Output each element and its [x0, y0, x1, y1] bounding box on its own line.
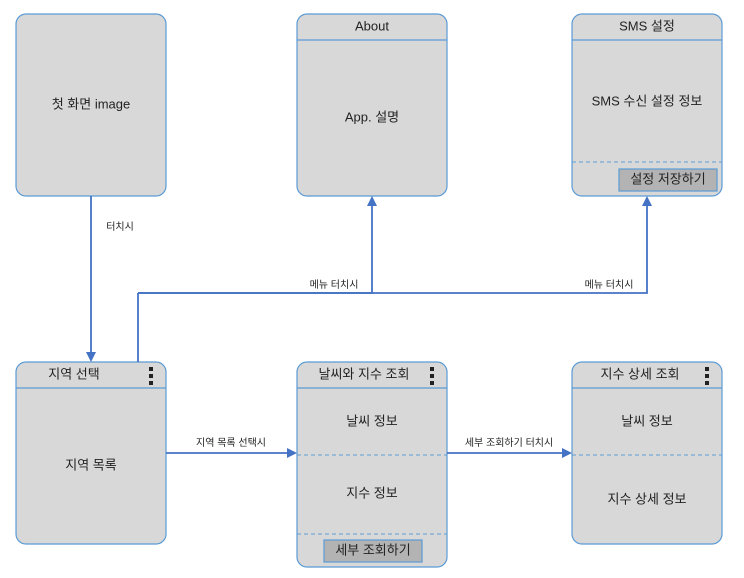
node-about: About App. 설명: [297, 14, 447, 196]
node-weather: 날씨와 지수 조회 날씨 정보 지수 정보 세부 조회하기: [297, 362, 447, 567]
splash-body: 첫 화면 image: [52, 96, 131, 111]
region-title: 지역 선택: [48, 366, 99, 381]
menu-icon[interactable]: [149, 367, 153, 385]
edge-detail-to-sms: 메뉴 터치시: [138, 196, 652, 293]
sms-save-label: 설정 저장하기: [630, 171, 705, 186]
node-region: 지역 선택 지역 목록: [16, 362, 166, 544]
menu-icon[interactable]: [430, 367, 434, 385]
edge-weather-label: 세부 조회하기 터치시: [465, 436, 553, 449]
about-body: App. 설명: [345, 109, 399, 124]
edge-weather-to-detail: 세부 조회하기 터치시: [447, 436, 572, 458]
weather-title: 날씨와 지수 조회: [319, 366, 410, 381]
detail-section2: 지수 상세 정보: [608, 491, 687, 506]
edge-region-label: 지역 목록 선택시: [196, 437, 266, 449]
node-detail: 지수 상세 조회 날씨 정보 지수 상세 정보: [572, 362, 722, 544]
node-splash: 첫 화면 image: [16, 14, 166, 196]
detail-title: 지수 상세 조회: [601, 366, 680, 381]
about-title: About: [355, 18, 389, 33]
weather-section1: 날씨 정보: [346, 413, 397, 428]
sms-body: SMS 수신 설정 정보: [592, 93, 703, 108]
detail-section1: 날씨 정보: [621, 413, 672, 428]
edge-about-label: 메뉴 터치시: [310, 279, 359, 291]
edge-splash-label: 터치시: [106, 221, 134, 233]
node-sms: SMS 설정 SMS 수신 설정 정보 설정 저장하기: [572, 14, 722, 196]
sms-title: SMS 설정: [619, 18, 675, 33]
edge-sms-label: 메뉴 터치시: [585, 279, 634, 291]
weather-section2: 지수 정보: [346, 485, 397, 500]
region-body: 지역 목록: [65, 457, 116, 472]
edge-splash-to-region: 터치시: [86, 196, 134, 362]
edge-region-to-weather: 지역 목록 선택시: [166, 437, 297, 458]
edge-weather-to-about: 메뉴 터치시: [138, 196, 377, 293]
menu-icon[interactable]: [705, 367, 709, 385]
flowchart-canvas: 첫 화면 image About App. 설명 SMS 설정 SMS 수신 설…: [0, 0, 744, 578]
weather-detail-label: 세부 조회하기: [335, 542, 410, 557]
